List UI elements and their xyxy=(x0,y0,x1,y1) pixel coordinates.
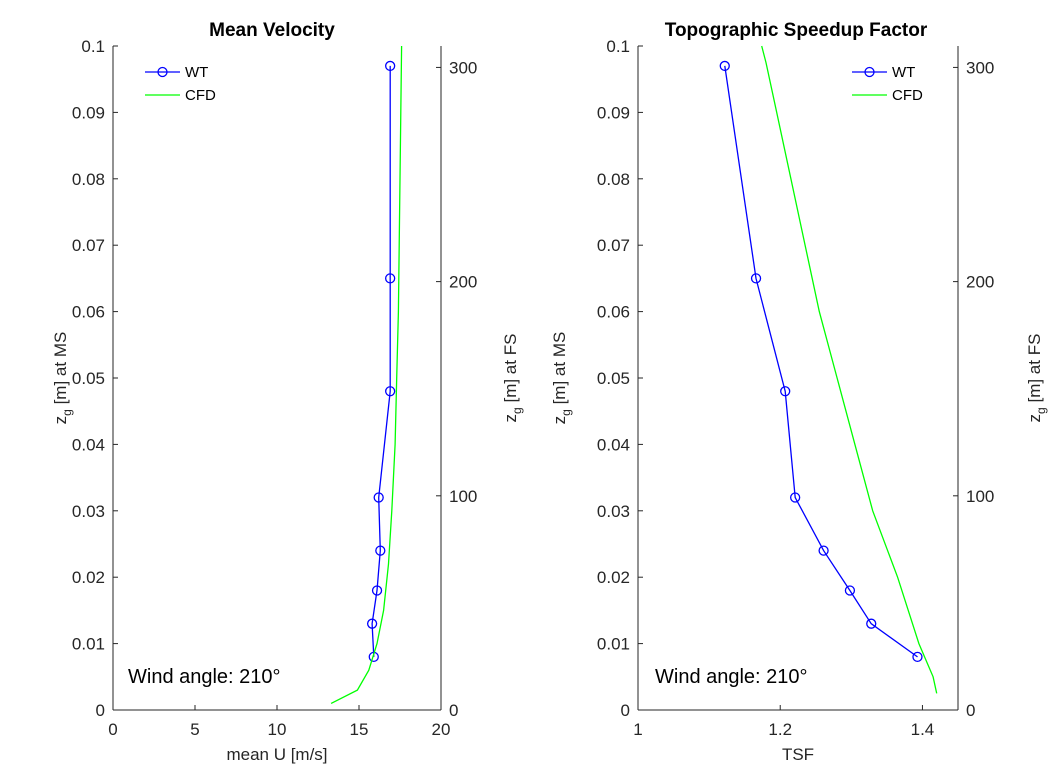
y2-tick-label: 0 xyxy=(449,701,458,720)
legend-label-wt: WT xyxy=(892,64,915,81)
y2-axis-label: zg [m] at FS xyxy=(501,334,524,423)
y2-axis-label: zg [m] at FS xyxy=(1025,334,1048,423)
chart-title: Mean Velocity xyxy=(209,20,335,41)
y2-tick-label: 0 xyxy=(966,701,975,720)
y-tick-label: 0.09 xyxy=(597,103,630,122)
y2-tick-label: 300 xyxy=(966,58,994,77)
data-point-wt xyxy=(385,60,396,72)
y-tick-label: 0.05 xyxy=(72,369,105,388)
data-point-wt xyxy=(750,273,762,284)
y2-tick-label: 100 xyxy=(966,487,994,506)
legend-marker-wt xyxy=(157,66,168,78)
x-tick-label: 20 xyxy=(432,720,451,739)
y-tick-label: 0 xyxy=(96,701,105,720)
y-tick-label: 0.03 xyxy=(597,502,630,521)
y-tick-label: 0.07 xyxy=(72,236,105,255)
data-point-wt xyxy=(719,60,730,72)
data-point-wt xyxy=(844,585,856,596)
data-point-wt xyxy=(866,618,877,629)
x-tick-label: 1.2 xyxy=(768,720,792,739)
data-point-wt xyxy=(385,273,396,284)
x-tick-label: 1.4 xyxy=(911,720,935,739)
y-tick-label: 0.1 xyxy=(606,37,630,56)
y-tick-label: 0.06 xyxy=(72,303,105,322)
annotation-background xyxy=(122,662,290,692)
wind-angle-annotation: Wind angle: 210° xyxy=(128,666,281,688)
data-point-wt xyxy=(385,386,396,397)
y-tick-label: 0.02 xyxy=(597,568,630,587)
y-tick-label: 0.07 xyxy=(597,236,630,255)
data-point-wt xyxy=(375,545,386,556)
data-point-wt xyxy=(366,618,378,629)
y-tick-label: 0.01 xyxy=(72,635,105,654)
y-tick-label: 0.08 xyxy=(597,170,630,189)
y-tick-label: 0.03 xyxy=(72,502,105,521)
y2-tick-label: 100 xyxy=(449,487,477,506)
data-point-wt xyxy=(780,386,791,397)
mean-velocity-panel: 0 0.01 0.02 0.03 0.04 0.05 0.06 0.07 0.08 0.09 0.1… xyxy=(51,20,524,764)
legend-marker-wt xyxy=(864,66,875,78)
x-axis-label: mean U [m/s] xyxy=(226,745,327,764)
data-point-wt xyxy=(373,492,384,503)
data-point-wt xyxy=(371,585,383,596)
y2-tick-label: 300 xyxy=(449,58,477,77)
y-tick-label: 0.05 xyxy=(597,369,630,388)
series-line-cfd xyxy=(761,45,938,694)
x-tick-label: 0 xyxy=(108,720,117,739)
y-tick-label: 0.02 xyxy=(72,568,105,587)
data-point-wt xyxy=(790,492,801,503)
y-tick-label: 0.08 xyxy=(72,170,105,189)
data-point-wt xyxy=(912,651,923,663)
x-axis-label: TSF xyxy=(782,745,814,764)
y2-tick-label: 200 xyxy=(449,273,477,292)
series-line-wt xyxy=(724,65,918,658)
tsf-panel: 0 0.01 0.02 0.03 0.04 0.05 0.06 0.07 0.08 0.09 0.1… xyxy=(550,20,1048,764)
x-tick-label: 15 xyxy=(350,720,369,739)
chart-title: Topographic Speedup Factor xyxy=(665,20,928,41)
x-tick-label: 1 xyxy=(633,720,642,739)
y-tick-label: 0.04 xyxy=(72,435,105,454)
x-tick-label: 10 xyxy=(268,720,287,739)
y-tick-label: 0.06 xyxy=(597,303,630,322)
y-tick-label: 0.1 xyxy=(81,37,105,56)
legend-label-wt: WT xyxy=(185,64,208,81)
y-tick-label: 0.04 xyxy=(597,435,630,454)
series-line-cfd xyxy=(330,45,403,704)
legend-label-cfd: CFD xyxy=(892,87,923,104)
legend-label-cfd: CFD xyxy=(185,87,216,104)
series-line-wt xyxy=(371,65,391,657)
wind-angle-annotation: Wind angle: 210° xyxy=(655,666,808,688)
y-tick-label: 0.09 xyxy=(72,103,105,122)
data-point-wt xyxy=(818,545,829,556)
y-axis-label: zg [m] at MS xyxy=(550,332,573,425)
x-tick-label: 5 xyxy=(190,720,199,739)
y-tick-label: 0.01 xyxy=(597,635,630,654)
y2-tick-label: 200 xyxy=(966,273,994,292)
y-tick-label: 0 xyxy=(621,701,630,720)
annotation-background xyxy=(649,662,817,692)
y-axis-label: zg [m] at MS xyxy=(51,332,74,425)
